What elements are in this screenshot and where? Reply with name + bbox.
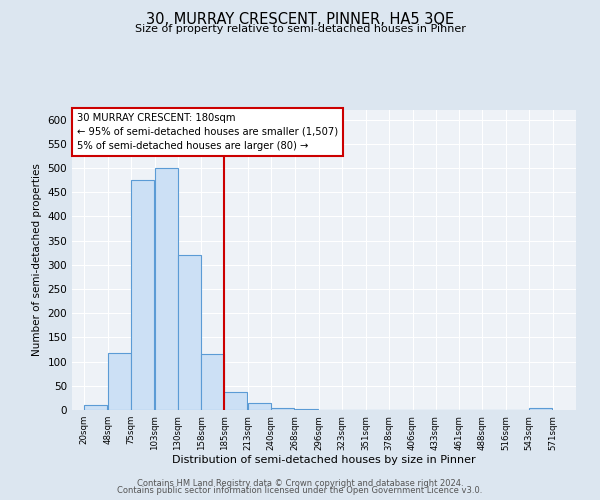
Bar xyxy=(271,408,294,410)
Bar xyxy=(202,354,224,410)
Bar xyxy=(131,180,154,410)
Text: Contains public sector information licensed under the Open Government Licence v3: Contains public sector information licen… xyxy=(118,486,482,495)
Y-axis label: Number of semi-detached properties: Number of semi-detached properties xyxy=(32,164,42,356)
Bar xyxy=(84,405,107,410)
Text: 30, MURRAY CRESCENT, PINNER, HA5 3QE: 30, MURRAY CRESCENT, PINNER, HA5 3QE xyxy=(146,12,454,28)
Bar xyxy=(108,354,131,410)
Bar xyxy=(295,409,318,410)
Text: 30 MURRAY CRESCENT: 180sqm
← 95% of semi-detached houses are smaller (1,507)
5% : 30 MURRAY CRESCENT: 180sqm ← 95% of semi… xyxy=(77,113,338,151)
Bar xyxy=(248,402,271,410)
X-axis label: Distribution of semi-detached houses by size in Pinner: Distribution of semi-detached houses by … xyxy=(172,456,476,466)
Bar xyxy=(529,408,552,410)
Bar xyxy=(178,255,200,410)
Text: Size of property relative to semi-detached houses in Pinner: Size of property relative to semi-detach… xyxy=(134,24,466,34)
Bar xyxy=(155,168,178,410)
Bar xyxy=(224,392,247,410)
Text: Contains HM Land Registry data © Crown copyright and database right 2024.: Contains HM Land Registry data © Crown c… xyxy=(137,478,463,488)
